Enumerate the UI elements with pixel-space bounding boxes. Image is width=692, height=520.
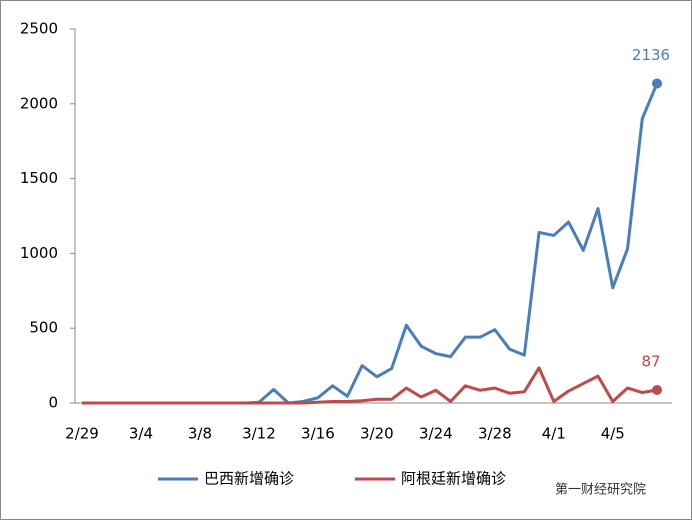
x-tick-label: 3/20 (360, 425, 394, 443)
x-tick-label: 4/5 (601, 425, 625, 443)
end-marker (652, 78, 662, 89)
value-label: 2136 (632, 46, 670, 64)
x-tick-label: 3/24 (419, 425, 453, 443)
x-tick-label: 3/16 (301, 425, 335, 443)
end-marker (652, 384, 662, 395)
y-tick-label: 2000 (20, 94, 58, 112)
y-tick-label: 2500 (20, 20, 58, 38)
x-tick-label: 3/8 (188, 425, 212, 443)
x-tick-label: 3/12 (242, 425, 276, 443)
legend-label: 阿根廷新增确诊 (401, 470, 506, 488)
y-tick-label: 500 (29, 319, 58, 337)
x-tick-label: 2/29 (65, 425, 99, 443)
y-tick-label: 0 (48, 394, 58, 412)
value-label: 87 (641, 352, 660, 370)
series-line (82, 366, 658, 405)
y-tick-label: 1000 (20, 244, 58, 262)
x-tick-label: 4/1 (542, 425, 566, 443)
x-tick-label: 3/4 (129, 425, 153, 443)
x-tick-label: 3/28 (478, 425, 512, 443)
watermark: 第一财经研究院 (555, 483, 646, 498)
legend-label: 巴西新增确诊 (204, 470, 294, 488)
y-tick-label: 1500 (20, 169, 58, 187)
